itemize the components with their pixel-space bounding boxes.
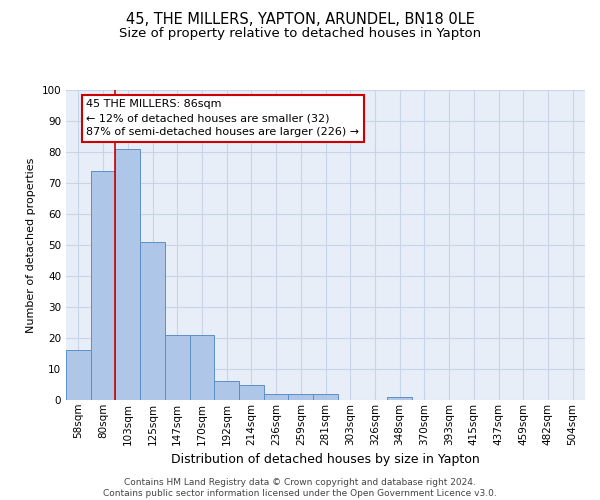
Bar [115,149,140,400]
Y-axis label: Number of detached properties: Number of detached properties [26,158,36,332]
Bar [387,397,412,400]
Text: Contains HM Land Registry data © Crown copyright and database right 2024.
Contai: Contains HM Land Registry data © Crown c… [103,478,497,498]
Text: 45 THE MILLERS: 86sqm
← 12% of detached houses are smaller (32)
87% of semi-deta: 45 THE MILLERS: 86sqm ← 12% of detached … [86,100,359,138]
Bar [264,394,289,400]
Text: Size of property relative to detached houses in Yapton: Size of property relative to detached ho… [119,28,481,40]
Bar [239,384,264,400]
Bar [313,394,338,400]
Bar [165,335,190,400]
Bar [289,394,313,400]
Bar [91,170,115,400]
Bar [190,335,214,400]
Bar [214,382,239,400]
Bar [66,350,91,400]
Bar [140,242,165,400]
X-axis label: Distribution of detached houses by size in Yapton: Distribution of detached houses by size … [171,453,480,466]
Text: 45, THE MILLERS, YAPTON, ARUNDEL, BN18 0LE: 45, THE MILLERS, YAPTON, ARUNDEL, BN18 0… [125,12,475,28]
